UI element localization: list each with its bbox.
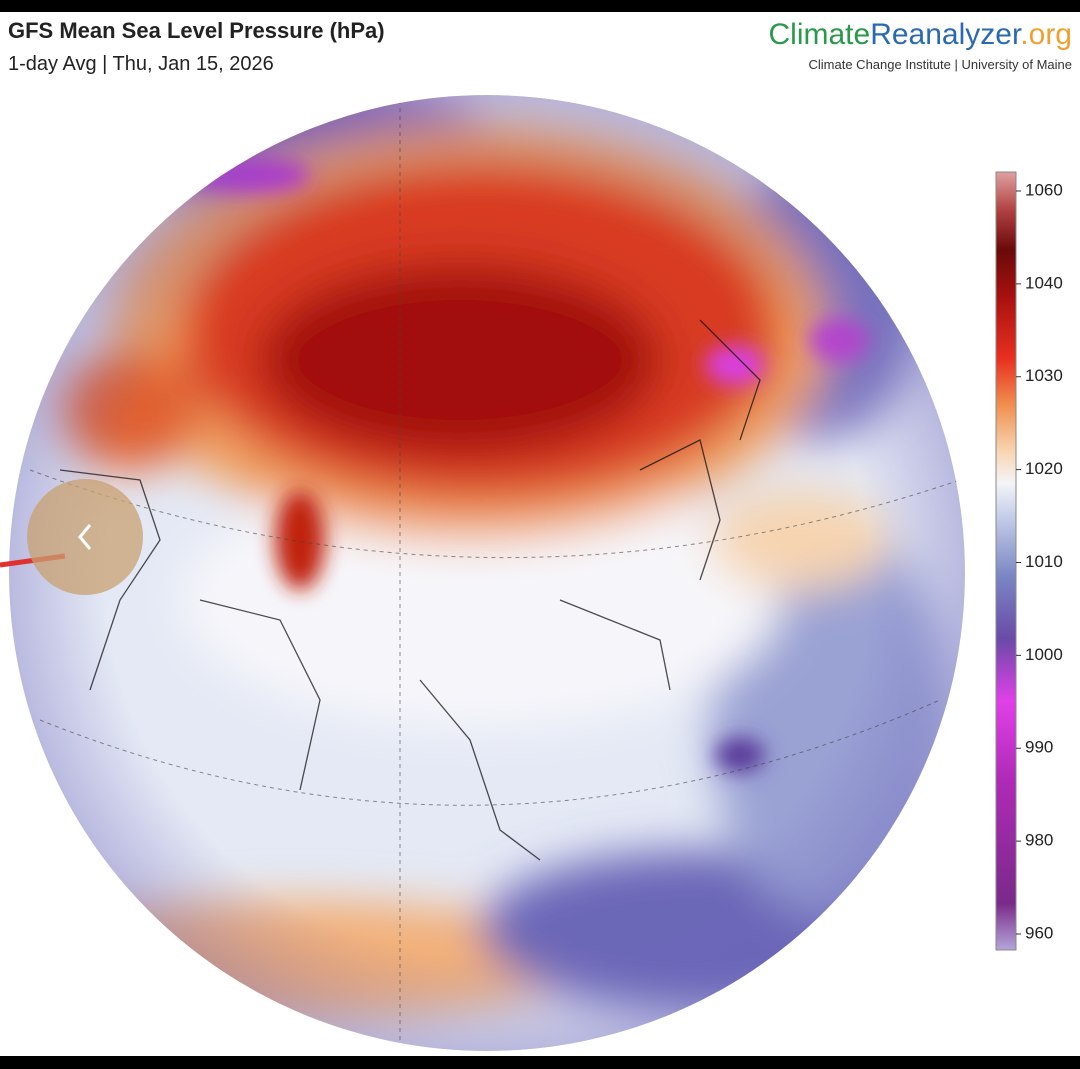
colorbar-tick-label: 960 [1025, 923, 1053, 942]
map-title: GFS Mean Sea Level Pressure (hPa) [8, 18, 385, 43]
top-bar [0, 0, 1080, 12]
colorbar-tick-label: 1020 [1025, 459, 1063, 478]
logo-part: Reanalyzer [870, 18, 1022, 51]
colorbar-tick-label: 1000 [1025, 645, 1063, 664]
colorbar-tick-label: 990 [1025, 738, 1053, 757]
globe [9, 95, 965, 1051]
logo-caption: Climate Change Institute | University of… [809, 57, 1073, 72]
logo-part: Climate [769, 18, 871, 51]
colorbar-tick-label: 1040 [1025, 273, 1063, 292]
colorbar-ticks: 960 980 990 1000 1010 1020 1030 1040 1060 [1016, 180, 1063, 942]
colorbar [995, 171, 1017, 951]
bottom-bar [0, 1056, 1080, 1069]
colorbar-tick-label: 1060 [1025, 180, 1063, 199]
colorbar-tick-label: 1010 [1025, 552, 1063, 571]
colorbar-tick-label: 980 [1025, 831, 1053, 850]
logo-part: .org [1020, 18, 1072, 51]
back-button[interactable] [0, 479, 143, 595]
map-subtitle: 1-day Avg | Thu, Jan 15, 2026 [8, 53, 274, 75]
logo: ClimateReanalyzer.org [769, 18, 1073, 51]
colorbar-tick-label: 1030 [1025, 366, 1063, 385]
